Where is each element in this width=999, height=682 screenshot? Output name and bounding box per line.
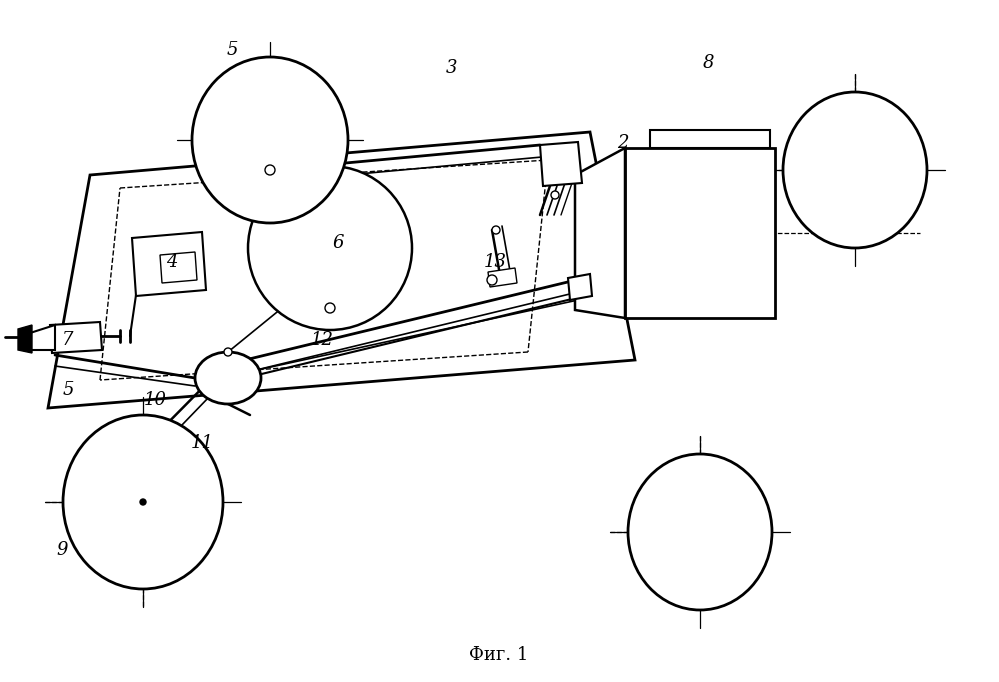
Text: 5: 5 xyxy=(62,381,74,399)
Circle shape xyxy=(492,226,500,234)
Ellipse shape xyxy=(783,92,927,248)
Circle shape xyxy=(140,499,146,505)
Text: 2: 2 xyxy=(617,134,628,152)
Text: 3: 3 xyxy=(447,59,458,77)
Polygon shape xyxy=(48,132,635,408)
Ellipse shape xyxy=(192,57,348,223)
Polygon shape xyxy=(575,148,625,318)
Polygon shape xyxy=(18,325,32,353)
Text: 11: 11 xyxy=(191,434,214,452)
Text: 9: 9 xyxy=(56,541,68,559)
Polygon shape xyxy=(625,148,775,318)
Text: 13: 13 xyxy=(484,253,506,271)
Polygon shape xyxy=(650,130,770,148)
Circle shape xyxy=(551,191,559,199)
Ellipse shape xyxy=(195,352,261,404)
Polygon shape xyxy=(30,325,55,350)
Ellipse shape xyxy=(628,454,772,610)
Polygon shape xyxy=(160,252,197,283)
Text: 12: 12 xyxy=(311,331,334,349)
Text: Фиг. 1: Фиг. 1 xyxy=(470,646,528,664)
Circle shape xyxy=(224,348,232,356)
Polygon shape xyxy=(50,322,102,353)
Circle shape xyxy=(265,165,275,175)
Text: 7: 7 xyxy=(62,331,74,349)
Polygon shape xyxy=(488,268,517,287)
Ellipse shape xyxy=(63,415,223,589)
Text: 4: 4 xyxy=(166,253,178,271)
Polygon shape xyxy=(568,274,592,300)
Text: 10: 10 xyxy=(144,391,167,409)
Circle shape xyxy=(325,303,335,313)
Polygon shape xyxy=(132,232,206,296)
Text: 6: 6 xyxy=(333,234,344,252)
Polygon shape xyxy=(540,142,582,186)
Text: 8: 8 xyxy=(702,54,713,72)
Circle shape xyxy=(248,166,412,330)
Text: 5: 5 xyxy=(226,41,238,59)
Circle shape xyxy=(487,275,497,285)
